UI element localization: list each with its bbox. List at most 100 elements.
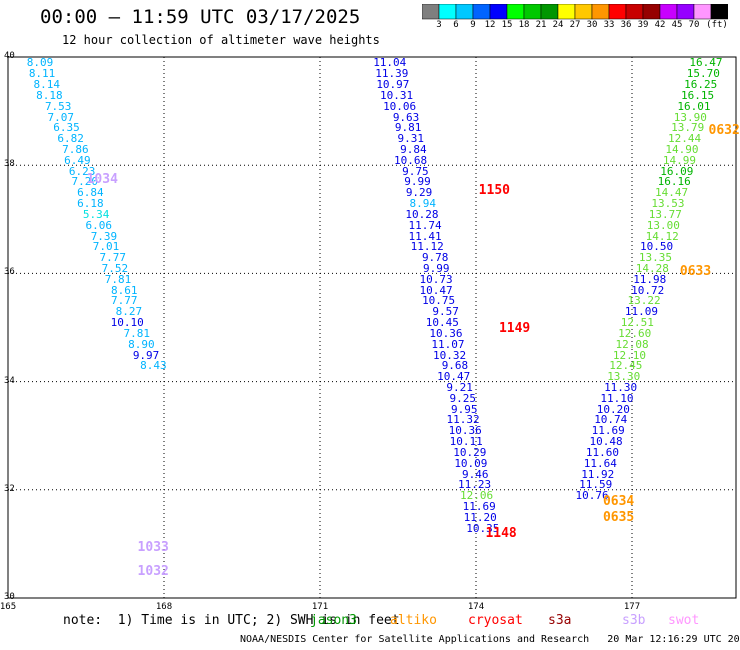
latitude-label: 32 bbox=[4, 483, 15, 494]
wave-height-value: 12.06 bbox=[460, 489, 494, 503]
wave-height-value: 10.36 bbox=[429, 326, 463, 340]
color-swatch bbox=[710, 4, 728, 20]
wave-height-value: 9.68 bbox=[441, 359, 469, 373]
wave-height-value: 13.77 bbox=[648, 207, 682, 221]
wave-height-value: 8.27 bbox=[115, 305, 143, 319]
latitude-label: 34 bbox=[4, 375, 15, 386]
wave-height-value: 13.00 bbox=[646, 218, 680, 232]
wave-height-value: 9.29 bbox=[405, 186, 433, 200]
color-scale-label: 36 bbox=[620, 20, 632, 30]
wave-height-value: 7.39 bbox=[90, 229, 118, 243]
wave-height-value: 11.12 bbox=[410, 240, 444, 254]
wave-height-value: 10.50 bbox=[639, 240, 674, 254]
wave-height-value: 15.70 bbox=[686, 67, 720, 81]
pass-time-label: 0632 bbox=[708, 123, 740, 139]
wave-height-value: 11.69 bbox=[591, 424, 625, 438]
wave-height-value: 10.47 bbox=[437, 370, 471, 384]
color-scale-label: 18 bbox=[518, 20, 530, 30]
wave-height-value: 11.41 bbox=[408, 229, 442, 243]
wave-height-value: 13.90 bbox=[673, 110, 707, 124]
wave-height-value: 9.97 bbox=[132, 348, 160, 362]
wave-height-value: 9.25 bbox=[449, 391, 477, 405]
wave-height-value: 16.01 bbox=[677, 99, 711, 113]
wave-height-value: 7.81 bbox=[123, 326, 150, 340]
wave-height-value: 11.07 bbox=[431, 337, 465, 351]
wave-height-value: 14.28 bbox=[635, 261, 669, 275]
color-scale-label: 6 bbox=[453, 20, 459, 30]
wave-height-value: 10.32 bbox=[432, 348, 467, 362]
wave-height-value: 10.72 bbox=[631, 283, 665, 297]
color-scale-label: 33 bbox=[603, 20, 615, 30]
wave-height-value: 11.30 bbox=[604, 381, 638, 394]
pass-time-label: 0633 bbox=[679, 263, 712, 279]
credit-line: NOAA/NESDIS Center for Satellite Applica… bbox=[240, 634, 740, 645]
wave-height-value: 12.10 bbox=[612, 348, 647, 362]
pass-time-label: 1149 bbox=[498, 320, 531, 336]
color-scale-label: 30 bbox=[586, 20, 598, 30]
wave-height-value: 14.90 bbox=[665, 142, 699, 156]
wave-height-value: 11.20 bbox=[463, 510, 497, 524]
wave-height-value: 11.98 bbox=[633, 272, 667, 286]
wave-height-value: 9.21 bbox=[446, 381, 473, 394]
pass-time-label: 1033 bbox=[137, 539, 169, 555]
pass-time-label: 1150 bbox=[478, 182, 510, 198]
color-scale-label: (ft) bbox=[706, 20, 728, 30]
wave-height-value: 9.57 bbox=[432, 305, 459, 319]
latitude-label: 38 bbox=[4, 159, 15, 170]
latitude-label: 30 bbox=[4, 592, 15, 602]
wave-height-value: 14.12 bbox=[645, 229, 679, 243]
wave-height-value: 6.35 bbox=[53, 121, 80, 135]
wave-height-value: 12.45 bbox=[609, 359, 643, 373]
pass-time-label: 1032 bbox=[137, 563, 169, 579]
wave-height-value: 10.47 bbox=[419, 283, 453, 297]
wave-height-value: 10.97 bbox=[376, 78, 410, 92]
pass-time-label: 0634 bbox=[602, 493, 635, 509]
wave-height-value: 7.07 bbox=[47, 110, 75, 124]
wave-height-value: 8.90 bbox=[128, 337, 155, 351]
wave-height-value: 13.53 bbox=[651, 197, 685, 211]
wave-height-value: 10.29 bbox=[453, 445, 487, 459]
wave-height-value: 13.22 bbox=[627, 294, 661, 308]
wave-height-value: 9.63 bbox=[392, 110, 420, 124]
wave-height-value: 10.09 bbox=[454, 456, 488, 470]
wave-height-value: 10.76 bbox=[575, 489, 609, 503]
longitude-label: 177 bbox=[623, 602, 641, 612]
wave-height-value: 16.16 bbox=[657, 175, 691, 189]
wave-height-value: 7.81 bbox=[104, 272, 132, 286]
wave-height-value: 9.31 bbox=[397, 132, 425, 146]
wave-height-value: 11.04 bbox=[373, 56, 407, 70]
wave-height-value: 10.10 bbox=[110, 316, 144, 330]
wave-height-value: 12.08 bbox=[615, 337, 649, 351]
wave-height-value: 9.46 bbox=[461, 467, 489, 481]
map-subtitle: 12 hour collection of altimeter wave hei… bbox=[62, 33, 380, 47]
wave-height-value: 5.34 bbox=[82, 207, 110, 221]
wave-height-value: 7.77 bbox=[110, 294, 138, 308]
wave-height-value: 10.11 bbox=[449, 435, 483, 449]
wave-height-value: 13.30 bbox=[607, 370, 641, 384]
color-scale-label: 12 bbox=[484, 20, 496, 30]
color-scale-label: 24 bbox=[552, 20, 564, 30]
wave-height-value: 6.84 bbox=[77, 186, 104, 200]
wave-height-value: 10.75 bbox=[422, 294, 456, 308]
wave-height-value: 7.86 bbox=[62, 142, 89, 156]
wave-height-value: 11.09 bbox=[624, 305, 658, 319]
wave-height-value: 9.99 bbox=[404, 175, 431, 189]
satellite-legend-altiko: altiko bbox=[390, 613, 437, 628]
color-scale-label: 45 bbox=[671, 20, 683, 30]
wave-height-value: 9.99 bbox=[422, 261, 450, 275]
satellite-legend-s3a: s3a bbox=[548, 613, 572, 628]
wave-height-value: 9.84 bbox=[400, 142, 427, 156]
wave-height-value: 6.06 bbox=[85, 218, 113, 232]
wave-height-value: 8.43 bbox=[140, 359, 167, 373]
satellite-legend-jason3: jason3 bbox=[310, 613, 357, 628]
wave-height-value: 6.23 bbox=[68, 164, 96, 178]
wave-height-value: 6.82 bbox=[57, 132, 84, 146]
wave-height-value: 8.94 bbox=[409, 197, 436, 211]
wave-height-value: 9.75 bbox=[402, 164, 429, 178]
wave-height-value: 11.60 bbox=[585, 445, 619, 459]
wave-height-value: 10.35 bbox=[466, 521, 500, 535]
satellite-legend-swot: swot bbox=[668, 613, 700, 628]
pass-time-label: 0635 bbox=[602, 509, 635, 525]
wave-height-value: 11.74 bbox=[408, 218, 442, 232]
